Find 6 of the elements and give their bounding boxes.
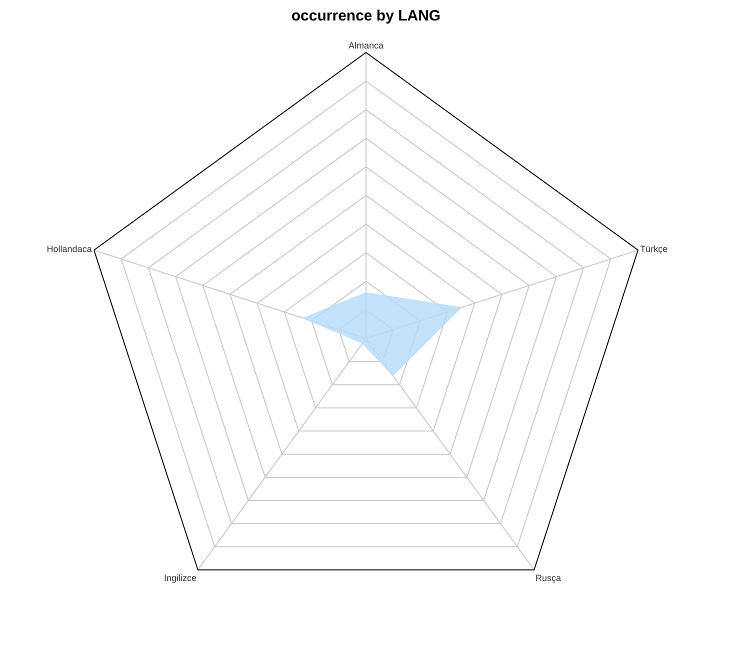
spoke-label: Hollandaca	[46, 244, 92, 254]
spoke-label: Almanca	[348, 40, 384, 50]
spoke-label: Türkçe	[640, 244, 668, 254]
chart-title: occurrence by LANG	[291, 7, 441, 24]
spoke-label: Rusça	[535, 572, 561, 583]
spoke-label: Ingilizce	[164, 572, 197, 583]
